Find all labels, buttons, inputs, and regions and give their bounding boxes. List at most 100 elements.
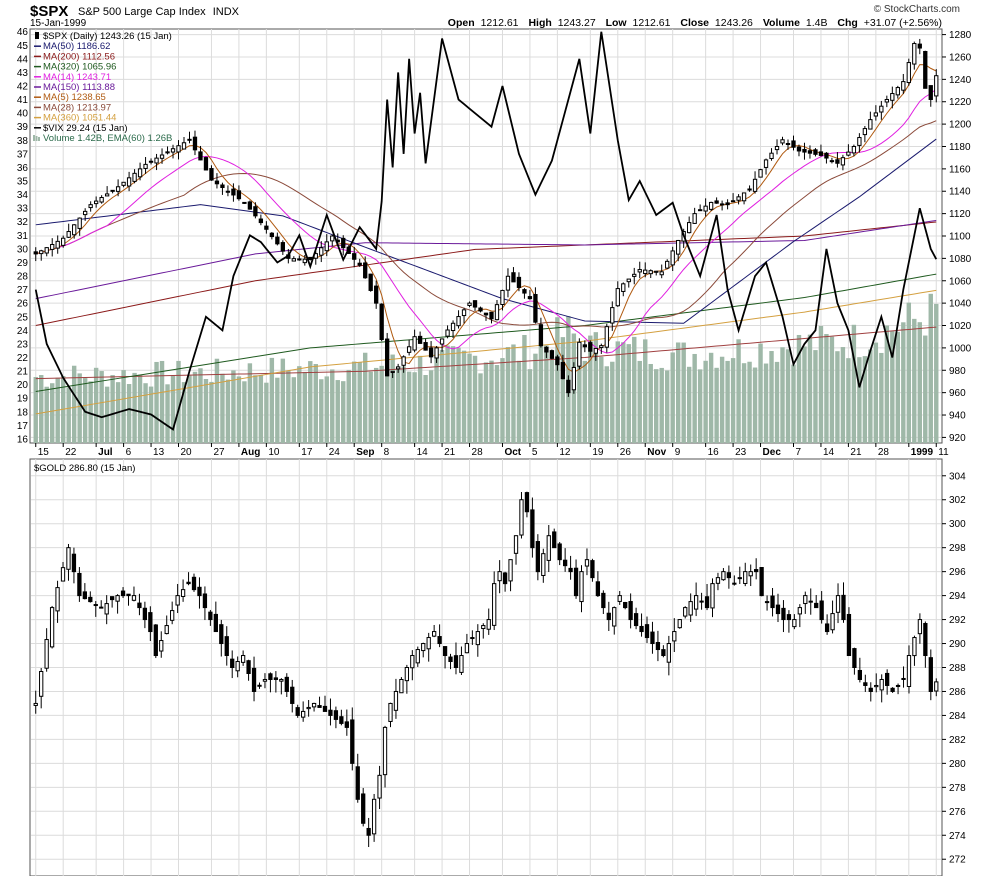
candle-up — [180, 589, 186, 597]
volume-bar — [708, 352, 714, 443]
legend-item: MA(28) 1213.97 — [43, 102, 111, 113]
vix-tick-label: 44 — [17, 54, 29, 65]
volume-bar — [39, 375, 44, 443]
volume-bar — [110, 375, 115, 443]
volume-bar — [615, 341, 620, 443]
volume-bar — [851, 324, 857, 443]
volume-bar — [675, 342, 681, 443]
candle-down — [557, 543, 562, 561]
candle-down — [824, 623, 830, 633]
candle-up — [505, 275, 511, 291]
legend-item: MA(320) 1065.96 — [43, 62, 116, 73]
volume-bar — [264, 382, 269, 443]
volume-bar — [692, 353, 697, 443]
candle-down — [214, 180, 220, 185]
high-value: 1243.27 — [558, 17, 596, 29]
gold-price-tick-label: 292 — [949, 615, 966, 626]
date-axis: 15 22 Jul 6 13 20 27 Aug 10 17 24 Sep 8 14 21 28 Oct 5 12 1… — [35, 443, 949, 458]
legend-swatch — [35, 136, 38, 141]
candle-up — [165, 151, 170, 154]
volume-bar — [121, 370, 126, 443]
volume-bar — [214, 358, 220, 443]
volume-bar — [71, 365, 77, 443]
volume-bar — [154, 361, 159, 443]
candle-up — [617, 595, 622, 602]
candle-up — [164, 625, 169, 635]
volume-bar — [807, 334, 813, 443]
candle-up — [450, 322, 456, 332]
open-value: 1212.61 — [481, 17, 519, 29]
candle-down — [247, 201, 253, 210]
volume-bar — [373, 367, 379, 443]
candle-down — [819, 600, 824, 621]
candle-down — [560, 362, 566, 380]
candle-down — [448, 656, 453, 663]
date-tick-label: 22 — [65, 447, 77, 458]
gold-panel: 304 302 300 298 296 294 292 290 288 286 284 282 280 2… — [29, 458, 966, 876]
candle-down — [322, 705, 328, 712]
candle-down — [198, 151, 203, 161]
candle-up — [104, 193, 110, 197]
volume-bar — [527, 369, 533, 443]
candle-up — [710, 583, 715, 609]
candle-up — [688, 601, 693, 616]
candle-up — [676, 239, 681, 255]
spx-panel: 1280 1260 1240 1220 1200 1180 1160 1140 1120 1100… — [17, 27, 972, 445]
candle-up — [665, 260, 670, 269]
gold-price-tick-label: 290 — [949, 639, 966, 650]
volume-bar — [681, 342, 686, 443]
candle-up — [862, 128, 868, 136]
candle-up — [579, 571, 584, 603]
candle-down — [814, 602, 819, 609]
volume-bar — [225, 379, 231, 443]
volume-bar — [879, 352, 884, 443]
candle-down — [192, 136, 198, 151]
candle-down — [544, 346, 549, 353]
volume-bar — [77, 373, 82, 443]
candle-down — [219, 624, 224, 645]
candle-up — [61, 237, 66, 246]
candle-up — [426, 637, 431, 650]
candle-down — [355, 766, 360, 800]
volume-bar — [445, 345, 450, 443]
vix-tick-label: 41 — [17, 95, 29, 106]
candle-down — [890, 687, 895, 692]
candle-down — [808, 600, 813, 603]
volume-bar — [626, 344, 631, 443]
candle-down — [153, 624, 158, 657]
candle-down — [562, 559, 568, 567]
volume-bar — [494, 365, 500, 443]
volume-bar — [352, 361, 357, 443]
candle-up — [88, 204, 93, 209]
volume-bar — [286, 370, 291, 443]
vix-tick-label: 18 — [17, 407, 29, 418]
legend-item: MA(150) 1113.88 — [43, 82, 115, 93]
volume-bar — [319, 379, 324, 443]
candle-up — [115, 186, 121, 192]
vix-tick-label: 34 — [17, 190, 29, 201]
gold-price-tick-label: 298 — [949, 543, 966, 554]
candle-up — [719, 203, 725, 206]
candle-down — [813, 149, 818, 155]
candle-up — [730, 200, 736, 203]
candle-down — [522, 289, 527, 294]
volume-bar — [362, 352, 368, 443]
date-tick-label: 17 — [301, 447, 313, 458]
candle-down — [791, 140, 796, 148]
price-tick-label: 1200 — [949, 120, 972, 131]
candle-up — [693, 595, 699, 610]
candle-down — [231, 188, 236, 196]
candle-up — [879, 678, 884, 691]
legend-swatch — [33, 135, 35, 141]
candle-up — [637, 269, 642, 273]
price-tick-label: 1220 — [949, 97, 972, 108]
volume-bar — [725, 360, 730, 443]
legend-item: MA(360) 1051.44 — [43, 113, 116, 124]
gold-price-tick-label: 272 — [949, 855, 966, 866]
candle-down — [186, 581, 191, 585]
volume-bar — [670, 352, 675, 443]
candle-up — [77, 217, 82, 229]
candle-down — [126, 593, 131, 597]
candle-up — [763, 159, 769, 168]
volume-bar — [412, 372, 417, 443]
